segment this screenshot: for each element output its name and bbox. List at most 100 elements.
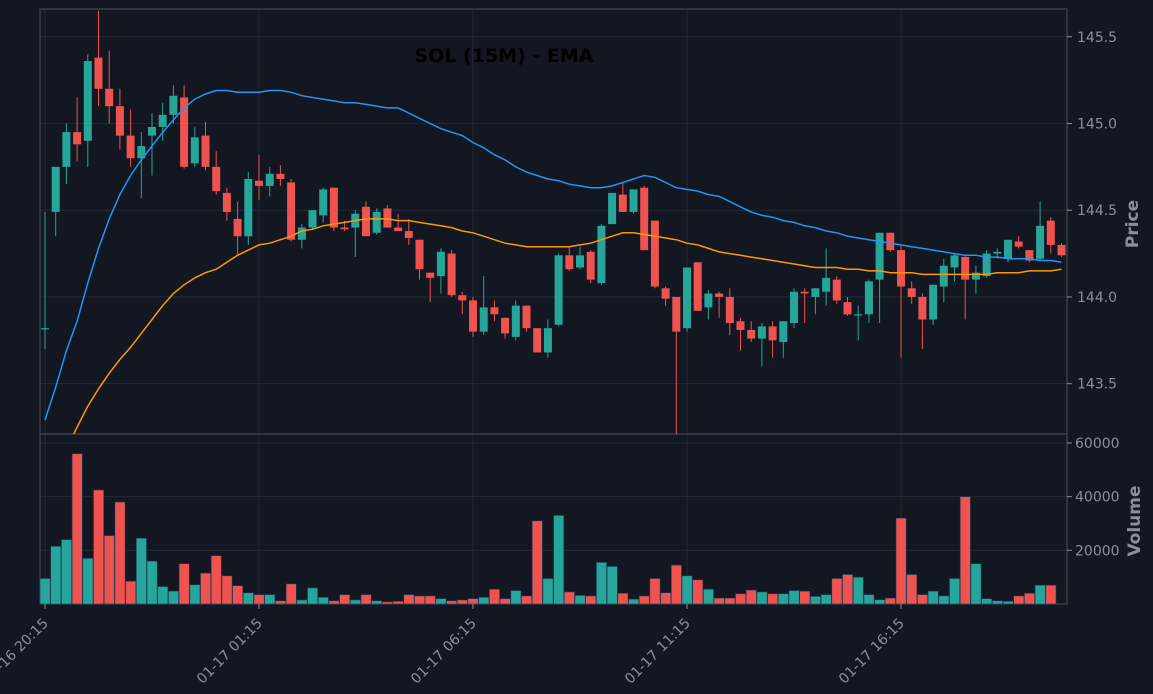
volume-bar bbox=[146, 560, 158, 605]
candle-body bbox=[426, 272, 435, 278]
candle-body bbox=[1025, 250, 1034, 261]
volume-bar bbox=[842, 574, 853, 605]
volume-bar bbox=[949, 578, 960, 605]
candle-body bbox=[768, 326, 777, 341]
candle-body bbox=[212, 166, 221, 192]
candle-body bbox=[790, 291, 798, 323]
volume-tick-label: 20000 bbox=[1075, 543, 1120, 559]
volume-bar bbox=[756, 591, 768, 605]
volume-bar bbox=[456, 599, 468, 605]
volume-bar bbox=[574, 595, 586, 605]
volume-bar bbox=[735, 593, 746, 605]
candle-body bbox=[394, 227, 403, 232]
volume-bar bbox=[917, 594, 928, 605]
volume-bar bbox=[767, 593, 779, 605]
price-axis-label: Price bbox=[1123, 200, 1143, 248]
volume-bar bbox=[93, 489, 104, 605]
candle-body bbox=[715, 293, 724, 297]
candle-body bbox=[640, 187, 649, 251]
candle-body bbox=[94, 57, 103, 89]
volume-bar bbox=[349, 599, 361, 605]
volume-bar bbox=[670, 564, 682, 605]
volume-bar bbox=[178, 563, 190, 605]
candle-body bbox=[436, 251, 445, 277]
candle-body bbox=[907, 288, 916, 297]
candle-body bbox=[693, 262, 702, 311]
volume-bar bbox=[596, 562, 607, 605]
volume-bar bbox=[617, 592, 629, 605]
candle-body bbox=[329, 187, 338, 228]
price-tick-label: 144.5 bbox=[1077, 203, 1117, 219]
volume-bar bbox=[157, 586, 169, 605]
candle-body bbox=[1014, 241, 1023, 247]
volume-bar bbox=[253, 594, 265, 605]
candle-body bbox=[244, 179, 253, 237]
volume-bar bbox=[275, 600, 286, 605]
volume-bar bbox=[510, 590, 522, 605]
volume-bar bbox=[39, 578, 51, 605]
volume-bar bbox=[906, 574, 918, 605]
candle-body bbox=[340, 227, 349, 230]
candle-body bbox=[704, 293, 713, 308]
volume-bar bbox=[264, 594, 276, 605]
grid-lines bbox=[40, 9, 1067, 604]
volume-bar bbox=[371, 600, 383, 605]
volume-bar bbox=[1024, 592, 1035, 605]
candle-body bbox=[832, 279, 841, 301]
candle-body bbox=[319, 189, 328, 216]
candle-body bbox=[276, 173, 285, 179]
volume-bar bbox=[285, 583, 297, 605]
candle-body bbox=[169, 95, 178, 115]
price-tick-label: 145.5 bbox=[1077, 30, 1117, 46]
volume-axis-label: Volume bbox=[1125, 485, 1145, 556]
candle-body bbox=[929, 284, 938, 320]
candle-body bbox=[533, 328, 542, 353]
candle-body bbox=[747, 329, 756, 339]
volume-bar bbox=[745, 589, 757, 605]
volume-bar bbox=[307, 587, 318, 605]
volume-bar bbox=[189, 584, 201, 605]
volume-bar bbox=[499, 598, 511, 605]
candle-body bbox=[297, 227, 306, 240]
volume-bar bbox=[703, 588, 714, 605]
candle-body bbox=[265, 173, 274, 186]
volume-bar bbox=[638, 595, 650, 605]
volume-bar bbox=[114, 501, 126, 605]
volume-bar bbox=[125, 580, 137, 605]
volume-bar bbox=[585, 595, 597, 605]
candle-body bbox=[287, 182, 296, 240]
volume-bar bbox=[521, 595, 532, 605]
volume-bar bbox=[435, 598, 447, 605]
candle-body bbox=[233, 218, 242, 237]
volume-bar bbox=[103, 535, 115, 605]
volume-bar bbox=[221, 575, 233, 605]
candle-body bbox=[404, 231, 413, 238]
volume-bar bbox=[681, 575, 693, 605]
candle-body bbox=[554, 255, 563, 325]
candle-body bbox=[757, 326, 766, 339]
volume-bar bbox=[1013, 595, 1025, 605]
candle-body bbox=[736, 321, 745, 330]
candle-body bbox=[501, 317, 510, 334]
candle-body bbox=[864, 281, 873, 315]
volume-bar bbox=[991, 600, 1003, 605]
candle-body bbox=[982, 253, 991, 277]
candle-body bbox=[1057, 244, 1066, 256]
volume-bar bbox=[777, 593, 789, 605]
volume-bar bbox=[489, 588, 500, 605]
candles bbox=[41, 10, 1066, 434]
volume-bar bbox=[660, 592, 672, 605]
candle-body bbox=[1036, 225, 1045, 259]
volume-bar bbox=[531, 520, 543, 605]
candle-body bbox=[180, 97, 189, 167]
candle-body bbox=[993, 251, 1002, 254]
candle-body bbox=[222, 192, 231, 212]
candle-body bbox=[190, 137, 199, 164]
volume-bar bbox=[1002, 601, 1014, 605]
candle-body bbox=[618, 194, 627, 212]
price-tick-label: 143.5 bbox=[1077, 377, 1117, 393]
volume-bar bbox=[232, 585, 244, 605]
ema-lines bbox=[44, 89, 1062, 434]
candle-body bbox=[201, 135, 210, 167]
